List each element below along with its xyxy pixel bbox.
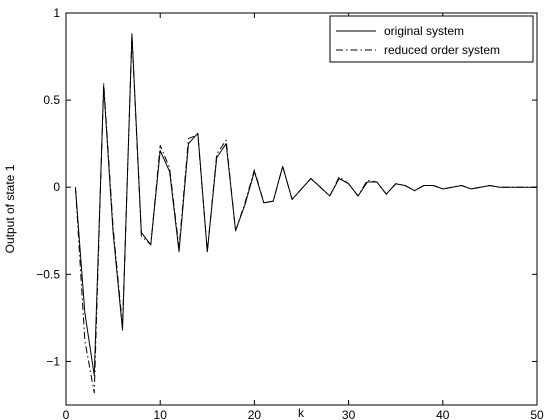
plot-area xyxy=(65,12,538,406)
y-axis-label: Output of state 1 xyxy=(3,164,17,253)
series-layer xyxy=(74,33,537,394)
ticks-layer: 0 10 20 30 40 50 −1 −0.5 0 0.5 1 xyxy=(36,6,544,420)
x-tick-label: 50 xyxy=(530,408,544,420)
y-tick-label: 0 xyxy=(53,180,60,194)
x-tick-label: 20 xyxy=(248,408,262,420)
legend: original system reduced order system xyxy=(329,15,534,63)
legend-label-original-system: original system xyxy=(384,24,464,38)
x-tick-label: 40 xyxy=(436,408,450,420)
legend-label-reduced-order-system: reduced order system xyxy=(384,43,500,57)
x-tick-label: 30 xyxy=(342,408,356,420)
x-tick-label: 10 xyxy=(154,408,168,420)
x-tick-label: 0 xyxy=(63,408,70,420)
y-tick-label: 0.5 xyxy=(43,93,60,107)
y-tick-label: −0.5 xyxy=(36,267,60,281)
legend-box xyxy=(329,15,534,63)
y-tick-label: −1 xyxy=(46,354,60,368)
y-tick-label: 1 xyxy=(53,6,60,20)
series-line-reduced-order-system xyxy=(74,35,537,394)
x-axis-label: k xyxy=(298,406,305,420)
